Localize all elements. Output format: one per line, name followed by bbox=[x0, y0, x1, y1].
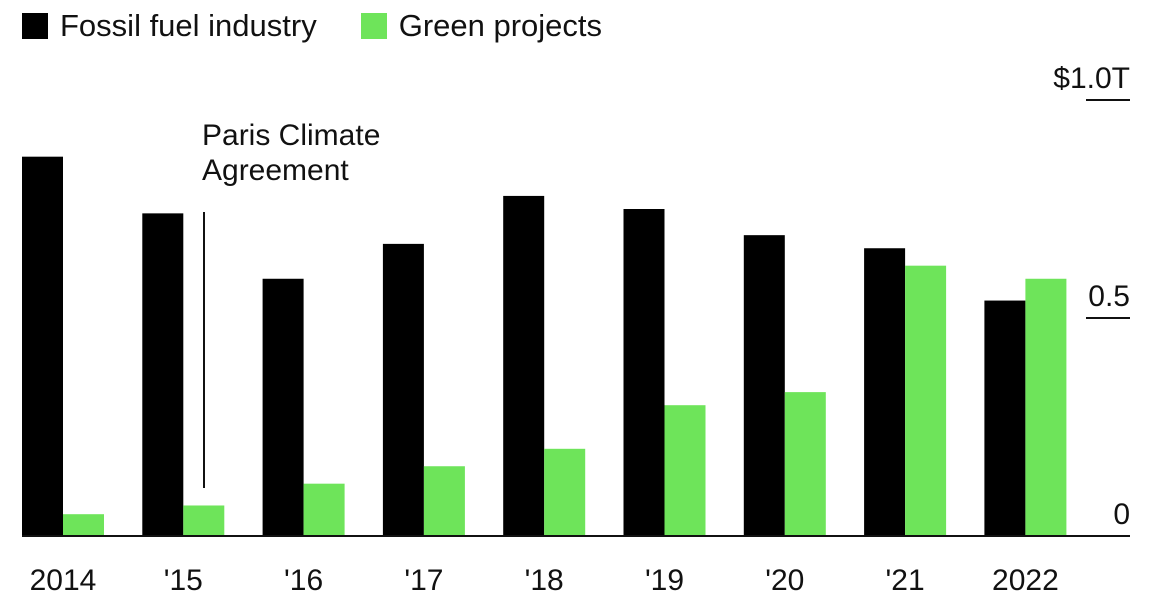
y-tick-label: 0.5 bbox=[1088, 280, 1130, 313]
bar-fossil-fuel-industry-18 bbox=[503, 195, 545, 537]
bar-green-projects-21 bbox=[905, 265, 947, 536]
x-tick-label: '16 bbox=[284, 564, 323, 593]
x-tick-label: '17 bbox=[404, 564, 443, 593]
legend-swatch-green bbox=[360, 13, 387, 39]
x-tick-label: '20 bbox=[765, 564, 804, 593]
x-tick-label: '18 bbox=[525, 564, 564, 593]
bar-green-projects-17 bbox=[423, 466, 465, 536]
bar-green-projects-16 bbox=[303, 483, 345, 536]
legend-item-green: Green projects bbox=[360, 8, 603, 44]
legend-label-fossil: Fossil fuel industry bbox=[60, 8, 317, 43]
bar-fossil-fuel-industry-21 bbox=[864, 248, 906, 537]
legend-label-green: Green projects bbox=[398, 8, 603, 43]
x-tick-label: 2022 bbox=[992, 564, 1059, 593]
bar-green-projects-2022 bbox=[1025, 278, 1067, 536]
bar-green-projects-15 bbox=[183, 505, 225, 536]
bar-fossil-fuel-industry-17 bbox=[382, 243, 424, 536]
annotation-text-line1: Paris Climate bbox=[202, 119, 380, 152]
y-tick-label: 0 bbox=[1113, 498, 1130, 531]
x-tick-label: '21 bbox=[886, 564, 925, 593]
bars-group bbox=[22, 156, 1067, 537]
annotation: Paris Climate Agreement bbox=[202, 119, 380, 488]
legend: Fossil fuel industry Green projects bbox=[22, 8, 646, 44]
bar-fossil-fuel-industry-16 bbox=[262, 278, 304, 536]
bar-fossil-fuel-industry-19 bbox=[623, 209, 665, 536]
x-axis: 2014 '15 '16 '17 '18 '19 '20 '21 2022 bbox=[30, 564, 1059, 593]
bar-green-projects-18 bbox=[544, 448, 586, 536]
x-tick-label: 2014 bbox=[30, 564, 97, 593]
x-tick-label: '19 bbox=[645, 564, 684, 593]
bar-fossil-fuel-industry-2022 bbox=[984, 300, 1026, 536]
bar-green-projects-19 bbox=[664, 405, 706, 536]
bar-fossil-fuel-industry-2014 bbox=[22, 156, 63, 536]
bar-fossil-fuel-industry-15 bbox=[142, 213, 184, 537]
legend-item-fossil: Fossil fuel industry bbox=[22, 8, 317, 44]
legend-swatch-fossil bbox=[22, 13, 48, 39]
bar-green-projects-2014 bbox=[63, 514, 104, 536]
bar-green-projects-20 bbox=[784, 392, 826, 536]
y-axis: 0 0.5 $1.0T bbox=[1053, 62, 1130, 531]
y-tick-label: $1.0T bbox=[1053, 62, 1130, 95]
bar-fossil-fuel-industry-20 bbox=[743, 235, 785, 536]
x-tick-label: '15 bbox=[164, 564, 203, 593]
annotation-text-line2: Agreement bbox=[202, 154, 349, 187]
